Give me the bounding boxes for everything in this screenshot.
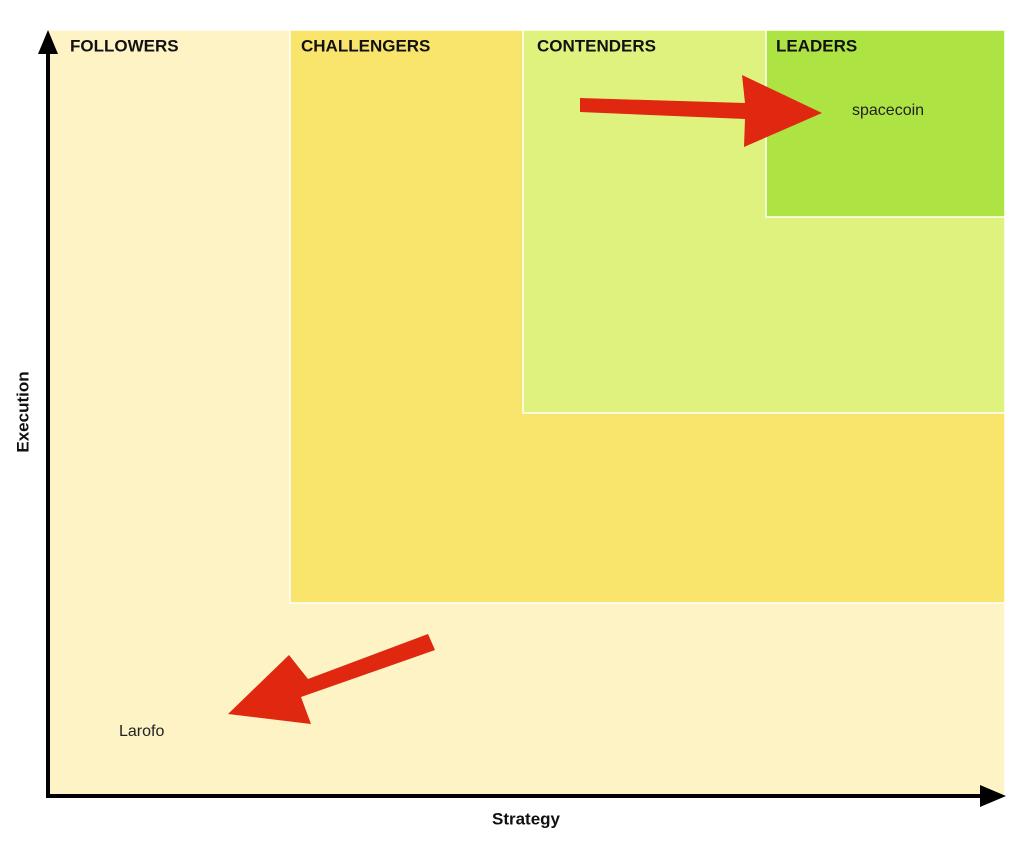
zone-label: LEADERS [776,36,857,55]
x-axis-label: Strategy [492,809,561,828]
zone-label: FOLLOWERS [70,36,179,55]
y-axis-arrow [38,30,58,54]
y-axis-label: Execution [13,371,32,452]
arrow [580,75,822,147]
zone-label: CONTENDERS [537,36,656,55]
arrow [228,634,435,724]
zone-label: CHALLENGERS [301,36,430,55]
item-label: spacecoin [852,102,924,119]
x-axis-arrow [980,785,1006,807]
leaders-zone [765,29,1006,218]
item-label: Larofo [119,723,164,740]
